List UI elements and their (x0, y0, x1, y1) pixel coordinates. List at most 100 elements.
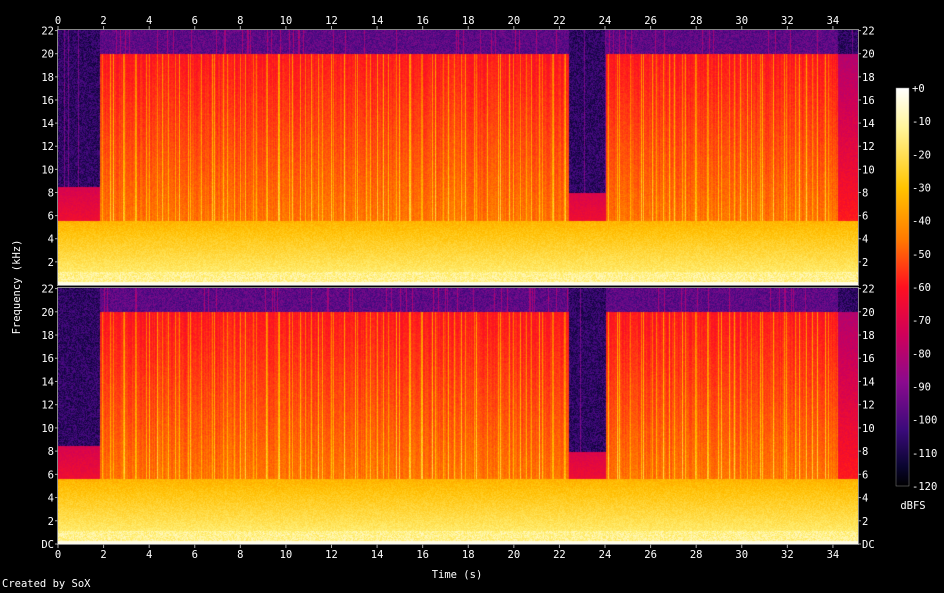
y-tick-label-right: 16 (862, 95, 875, 107)
y-tick-label-right: 4 (862, 234, 868, 246)
y-tick-label-left: 2 (48, 516, 54, 528)
x-tick-label-bottom: 26 (644, 549, 657, 561)
channel-1-panel (57, 29, 859, 286)
y-tick-label-right: 20 (862, 307, 875, 319)
y-tick-label-left: 20 (41, 49, 54, 61)
channel-2-frame (57, 287, 859, 545)
y-tick-label-left: 4 (48, 234, 54, 246)
y-tick-label-right: 14 (862, 118, 875, 130)
y-tick-label-right: 16 (862, 353, 875, 365)
x-tick-label-top: 14 (371, 15, 384, 27)
x-tick-label-top: 34 (827, 15, 840, 27)
y-tick-label-left: 12 (41, 141, 54, 153)
y-tick-label-left: 18 (41, 72, 54, 84)
x-tick-label-bottom: 12 (325, 549, 338, 561)
y-tick-label-left: 4 (48, 493, 54, 505)
colorbar: +0 -10 -20 -30 -40 -50 -60 -70 -80 -90 -100 -110 -12… (895, 83, 937, 512)
x-tick-label-bottom: 18 (462, 549, 475, 561)
x-tick-label-bottom: 32 (781, 549, 794, 561)
y-tick-label-left: 14 (41, 376, 54, 388)
x-tick-label-top: 12 (325, 15, 338, 27)
y-tick-label-right: DC (862, 539, 875, 551)
y-tick-label-left: 8 (48, 187, 54, 199)
x-tick-label-bottom: 28 (690, 549, 703, 561)
x-tick-label-bottom: 0 (55, 549, 61, 561)
x-tick-label-top: 6 (192, 15, 198, 27)
colorbar-label: dBFS (900, 500, 925, 512)
colorbar-tick-label: -90 (912, 382, 931, 394)
y-tick-label-right: 4 (862, 493, 868, 505)
colorbar-tick-label: -70 (912, 315, 931, 327)
y-tick-label-left: 10 (41, 164, 54, 176)
y-tick-label-right: 8 (862, 187, 868, 199)
y-tick-label-left: 16 (41, 353, 54, 365)
y-tick-label-left: 8 (48, 446, 54, 458)
colorbar-tick-label: -30 (912, 183, 931, 195)
x-tick-label-bottom: 24 (599, 549, 612, 561)
y-tick-label-right: 2 (862, 257, 868, 269)
y-tick-label-right: 10 (862, 164, 875, 176)
y-tick-label-right: 14 (862, 376, 875, 388)
colorbar-tick-label: -60 (912, 282, 931, 294)
y-axis-label: Frequency (kHz) (11, 240, 23, 335)
y-tick-label-right: 2 (862, 516, 868, 528)
x-tick-label-top: 2 (100, 15, 106, 27)
y-tick-label-right: 6 (862, 211, 868, 223)
y-tick-label-right: 20 (862, 49, 875, 61)
x-tick-label-bottom: 34 (827, 549, 840, 561)
colorbar-tick-label: -50 (912, 249, 931, 261)
x-tick-label-top: 16 (416, 15, 429, 27)
y-tick-label-right: 22 (862, 284, 875, 296)
y-tick-label-right: 6 (862, 469, 868, 481)
y-tick-label-right: 18 (862, 330, 875, 342)
x-tick-label-top: 18 (462, 15, 475, 27)
y-tick-label-right: 10 (862, 423, 875, 435)
channel-2-panel (57, 287, 859, 545)
colorbar-tick-label: +0 (912, 83, 925, 95)
y-tick-label-left: 6 (48, 469, 54, 481)
y-tick-label-left: 6 (48, 211, 54, 223)
x-tick-label-top: 32 (781, 15, 794, 27)
y-tick-label-left: 18 (41, 330, 54, 342)
colorbar-tick-label: -10 (912, 116, 931, 128)
colorbar-tick-label: -80 (912, 348, 931, 360)
y-tick-label-left: 2 (48, 257, 54, 269)
x-tick-label-top: 4 (146, 15, 152, 27)
channel-1-frame (57, 29, 859, 286)
x-tick-label-bottom: 22 (553, 549, 566, 561)
x-tick-label-bottom: 14 (371, 549, 384, 561)
x-tick-label-bottom: 2 (100, 549, 106, 561)
x-tick-label-bottom: 10 (280, 549, 293, 561)
colorbar-tick-label: -40 (912, 216, 931, 228)
x-tick-label-bottom: 6 (192, 549, 198, 561)
credit-text: Created by SoX (2, 578, 91, 590)
x-tick-label-top: 10 (280, 15, 293, 27)
x-tick-label-bottom: 30 (735, 549, 748, 561)
y-tick-label-left: 22 (41, 284, 54, 296)
y-tick-label-left: 20 (41, 307, 54, 319)
y-tick-label-right: 22 (862, 26, 875, 38)
x-tick-label-top: 24 (599, 15, 612, 27)
axis-ticks: 0022446688101012121414161618182020222224… (41, 15, 874, 561)
y-tick-label-right: 18 (862, 72, 875, 84)
y-tick-label-left: DC (41, 539, 54, 551)
x-tick-label-top: 30 (735, 15, 748, 27)
x-tick-label-top: 22 (553, 15, 566, 27)
colorbar-tick-label: -20 (912, 149, 931, 161)
channel-2-spectrogram (58, 288, 858, 544)
x-tick-label-top: 28 (690, 15, 703, 27)
y-tick-label-left: 22 (41, 26, 54, 38)
x-tick-label-bottom: 8 (237, 549, 243, 561)
colorbar-tick-label: -100 (912, 415, 937, 427)
x-axis-label: Time (s) (432, 569, 483, 581)
x-tick-label-top: 8 (237, 15, 243, 27)
x-tick-label-bottom: 4 (146, 549, 152, 561)
colorbar-tick-label: -120 (912, 481, 937, 493)
y-tick-label-left: 12 (41, 400, 54, 412)
y-tick-label-left: 14 (41, 118, 54, 130)
y-tick-label-left: 10 (41, 423, 54, 435)
y-tick-label-right: 12 (862, 141, 875, 153)
x-tick-label-top: 26 (644, 15, 657, 27)
x-tick-label-bottom: 20 (508, 549, 521, 561)
